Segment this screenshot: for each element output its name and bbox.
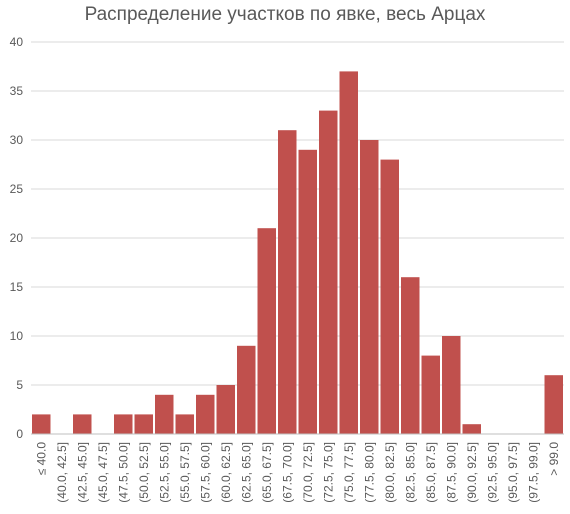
histogram-bar — [421, 355, 440, 434]
y-tick-label: 20 — [10, 231, 24, 245]
x-tick-label: (50.0, 52.5] — [137, 442, 151, 503]
histogram-bar — [401, 277, 420, 434]
x-tick-label: (60.0, 62.5] — [219, 442, 233, 503]
x-tick-label: (75.0, 77.5] — [342, 442, 356, 503]
histogram-bar — [73, 414, 92, 434]
y-tick-label: 40 — [10, 35, 24, 49]
y-tick-label: 0 — [16, 427, 23, 441]
x-tick-label: (62.5, 65.0] — [239, 442, 253, 503]
y-tick-label: 15 — [10, 280, 24, 294]
x-tick-label: (90.0, 92.5] — [465, 442, 479, 503]
x-tick-label: (57.5, 60.0] — [198, 442, 212, 503]
chart-title: Распределение участков по явке, весь Арц… — [84, 4, 486, 25]
histogram-bar — [134, 414, 153, 434]
histogram-bar — [380, 159, 399, 434]
histogram-bar — [298, 149, 317, 435]
y-tick-label: 30 — [10, 133, 24, 147]
x-tick-label: (80.0, 82.5] — [383, 442, 397, 503]
x-tick-label: (70.0, 72.5] — [301, 442, 315, 503]
x-tick-label: (40.0, 42.5] — [55, 442, 69, 503]
x-tick-label: (55.0, 57.5] — [178, 442, 192, 503]
x-tick-label: (67.5, 70.0] — [280, 442, 294, 503]
x-tick-label: (97.5, 99.0] — [526, 442, 540, 503]
x-tick-label: (65.0, 67.5] — [260, 442, 274, 503]
histogram-bar — [278, 130, 297, 434]
histogram-bar — [114, 414, 133, 434]
histogram-bar — [360, 140, 379, 434]
histogram-bar — [155, 394, 174, 434]
x-tick-label: (72.5, 75.0] — [321, 442, 335, 503]
x-tick-label: ≤ 40.0 — [34, 442, 48, 476]
x-tick-label: (92.5, 95.0] — [485, 442, 499, 503]
histogram-bar — [237, 345, 256, 434]
x-tick-label: (85.0, 87.5] — [424, 442, 438, 503]
y-tick-label: 35 — [10, 84, 24, 98]
x-tick-label: (77.5, 80.0] — [362, 442, 376, 503]
histogram-bar — [544, 375, 563, 434]
histogram-bar — [319, 110, 338, 434]
histogram-bar — [196, 394, 215, 434]
histogram-bar — [216, 385, 235, 434]
x-tick-label: (95.0, 97.5] — [506, 442, 520, 503]
y-tick-label: 10 — [10, 329, 24, 343]
y-tick-label: 5 — [16, 378, 23, 392]
x-tick-label: (52.5, 55.0] — [157, 442, 171, 503]
x-tick-label: (87.5, 90.0] — [444, 442, 458, 503]
histogram-bar — [175, 414, 194, 434]
histogram-bar — [462, 424, 481, 434]
x-tick-label: (47.5, 50.0] — [116, 442, 130, 503]
histogram-bar — [32, 414, 51, 434]
y-tick-label: 25 — [10, 182, 24, 196]
histogram-bar — [257, 228, 276, 434]
x-tick-label: (82.5, 85.0] — [403, 442, 417, 503]
x-tick-label: (42.5, 45.0] — [75, 442, 89, 503]
histogram-bar — [442, 336, 461, 434]
x-tick-label: > 99.0 — [547, 442, 561, 476]
x-tick-label: (45.0, 47.5] — [96, 442, 110, 503]
histogram-bar — [339, 71, 358, 435]
